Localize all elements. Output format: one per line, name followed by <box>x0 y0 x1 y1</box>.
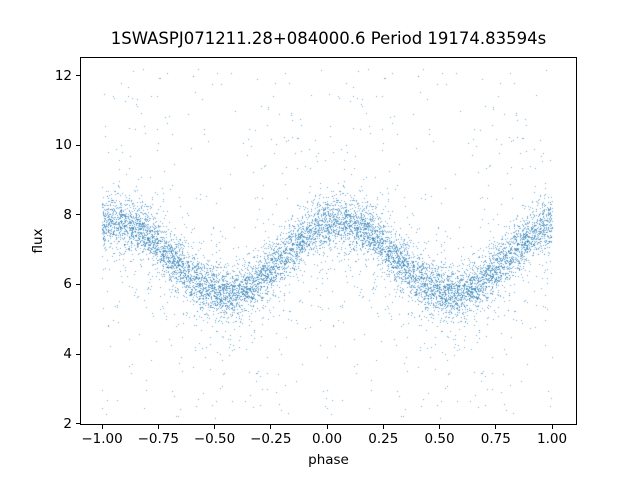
y-tick-label: 6 <box>63 276 72 293</box>
y-axis-label: flux <box>30 228 46 254</box>
y-tick-mark <box>76 283 80 285</box>
x-tick-mark <box>551 425 553 429</box>
y-tick-mark <box>76 144 80 146</box>
y-tick-label: 4 <box>63 346 72 363</box>
x-tick-label: −0.75 <box>137 431 179 447</box>
y-tick-label: 8 <box>63 206 72 223</box>
x-tick-mark <box>214 425 216 429</box>
x-tick-label: 0.00 <box>312 431 343 447</box>
x-tick-mark <box>495 425 497 429</box>
y-tick-label: 2 <box>63 415 72 432</box>
x-tick-mark <box>157 425 159 429</box>
x-tick-label: −0.25 <box>250 431 292 447</box>
x-tick-label: 1.00 <box>536 431 568 447</box>
x-tick-label: 0.75 <box>480 431 511 447</box>
y-tick-mark <box>76 423 80 425</box>
x-tick-mark <box>270 425 272 429</box>
x-tick-mark <box>439 425 441 429</box>
chart-title: 1SWASPJ071211.28+084000.6 Period 19174.8… <box>110 29 547 48</box>
x-tick-label: 0.25 <box>368 431 399 447</box>
x-tick-mark <box>382 425 384 429</box>
scatter-canvas <box>80 57 577 425</box>
y-tick-mark <box>76 353 80 355</box>
x-tick-label: 0.50 <box>424 431 455 447</box>
x-tick-mark <box>101 425 103 429</box>
x-tick-label: −1.00 <box>81 431 123 447</box>
y-tick-mark <box>76 75 80 77</box>
x-axis-label: phase <box>308 452 349 468</box>
y-tick-label: 10 <box>54 137 72 154</box>
x-tick-label: −0.50 <box>193 431 236 447</box>
y-tick-label: 12 <box>54 67 72 84</box>
y-tick-mark <box>76 214 80 216</box>
plot-area <box>80 57 577 425</box>
x-tick-mark <box>326 425 328 429</box>
